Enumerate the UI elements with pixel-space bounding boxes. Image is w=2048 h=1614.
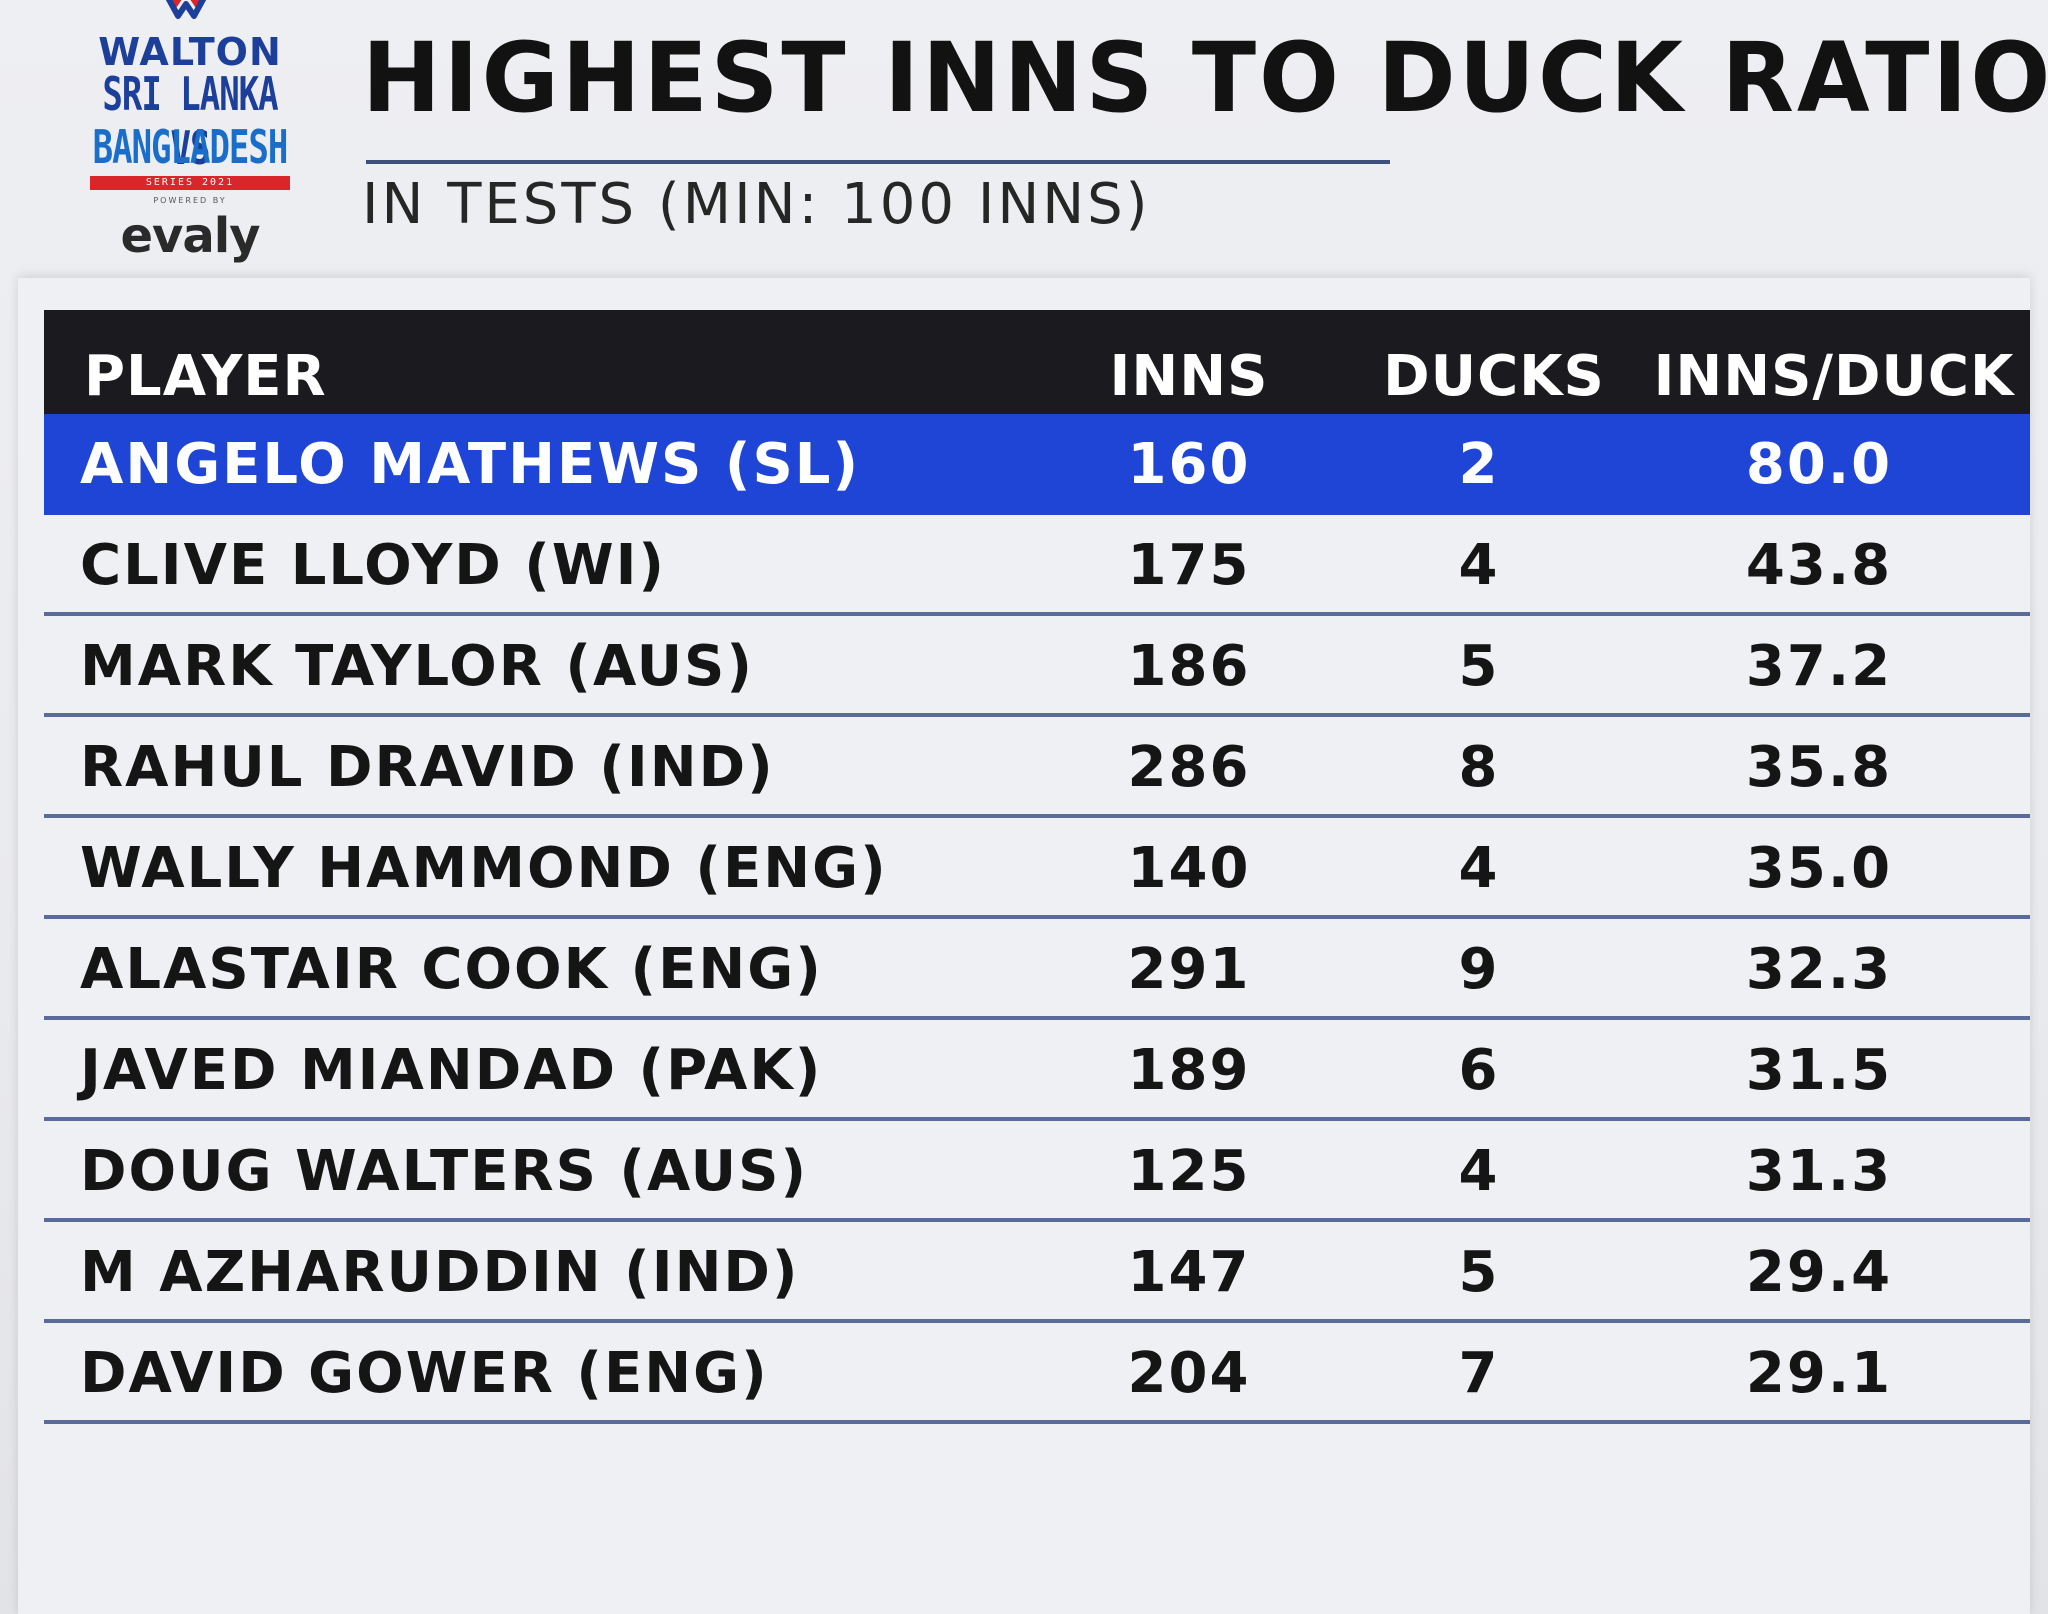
inns-cell: 286: [1127, 735, 1251, 800]
ducks-cell: 2: [1458, 432, 1500, 497]
header-player: PLAYER: [84, 344, 327, 409]
ducks-cell: 4: [1458, 533, 1500, 598]
inns-per-duck-cell: 31.5: [1745, 1038, 1893, 1103]
table-row: JAVED MIANDAD (PAK) 189 6 31.5: [44, 1020, 2030, 1121]
table-row: DAVID GOWER (ENG) 204 7 29.1: [44, 1323, 2030, 1424]
table-row: MARK TAYLOR (AUS) 186 5 37.2: [44, 616, 2030, 717]
stats-table: PLAYER INNS DUCKS INNS/DUCK ANGELO MATHE…: [44, 310, 2030, 1424]
inns-cell: 175: [1127, 533, 1251, 598]
inns-cell: 204: [1127, 1341, 1251, 1406]
inns-per-duck-cell: 80.0: [1745, 432, 1893, 497]
inns-cell: 147: [1127, 1240, 1251, 1305]
player-cell: CLIVE LLOYD (WI): [80, 533, 667, 598]
inns-cell: 186: [1127, 634, 1251, 699]
logo-series-line1: SRI LANKA VS: [102, 68, 278, 176]
inns-per-duck-cell: 35.0: [1745, 836, 1893, 901]
logo-sponsor: evaly: [120, 208, 261, 264]
table-row: CLIVE LLOYD (WI) 175 4 43.8: [44, 515, 2030, 616]
table-header: PLAYER INNS DUCKS INNS/DUCK: [44, 310, 2030, 414]
page-title: HIGHEST INNS TO DUCK RATIO: [362, 22, 2048, 134]
table-row-highlighted: ANGELO MATHEWS (SL) 160 2 80.0: [44, 414, 2030, 515]
ducks-cell: 8: [1458, 735, 1500, 800]
inns-cell: 291: [1127, 937, 1251, 1002]
table-row: RAHUL DRAVID (IND) 286 8 35.8: [44, 717, 2030, 818]
title-divider: [366, 160, 1390, 164]
inns-cell: 160: [1127, 432, 1251, 497]
table-row: WALLY HAMMOND (ENG) 140 4 35.0: [44, 818, 2030, 919]
logo-series-bar: SERIES 2021: [90, 176, 290, 190]
inns-cell: 189: [1127, 1038, 1251, 1103]
header-inns: INNS: [1109, 344, 1269, 409]
ducks-cell: 6: [1458, 1038, 1500, 1103]
ducks-cell: 5: [1458, 1240, 1500, 1305]
ducks-cell: 4: [1458, 1139, 1500, 1204]
player-cell: M AZHARUDDIN (IND): [80, 1240, 800, 1305]
inns-per-duck-cell: 31.3: [1745, 1139, 1893, 1204]
player-cell: RAHUL DRAVID (IND): [80, 735, 775, 800]
page-subtitle: IN TESTS (MIN: 100 INNS): [362, 172, 1151, 237]
table-body: ANGELO MATHEWS (SL) 160 2 80.0 CLIVE LLOYD (…: [44, 414, 2030, 1424]
ducks-cell: 9: [1458, 937, 1500, 1002]
header-inns-per-duck: INNS/DUCK: [1653, 344, 2015, 409]
inns-per-duck-cell: 29.1: [1745, 1341, 1893, 1406]
player-cell: DAVID GOWER (ENG): [80, 1341, 769, 1406]
table-row: M AZHARUDDIN (IND) 147 5 29.4: [44, 1222, 2030, 1323]
player-cell: JAVED MIANDAD (PAK): [80, 1038, 823, 1103]
walton-mark-icon: [165, 0, 207, 19]
player-cell: ALASTAIR COOK (ENG): [80, 937, 823, 1002]
logo-series-line2: BANGLADESH: [92, 121, 289, 175]
inns-cell: 125: [1127, 1139, 1251, 1204]
inns-cell: 140: [1127, 836, 1251, 901]
inns-per-duck-cell: 32.3: [1745, 937, 1893, 1002]
header-ducks: DUCKS: [1383, 344, 1605, 409]
logo-powered-by: POWERED BY: [153, 196, 227, 205]
player-cell: ANGELO MATHEWS (SL): [80, 432, 861, 497]
inns-per-duck-cell: 43.8: [1745, 533, 1893, 598]
table-row: DOUG WALTERS (AUS) 125 4 31.3: [44, 1121, 2030, 1222]
series-logo: WALTON SRI LANKA VS BANGLADESH SERIES 20…: [80, 0, 300, 270]
inns-per-duck-cell: 35.8: [1745, 735, 1893, 800]
ducks-cell: 7: [1458, 1341, 1500, 1406]
inns-per-duck-cell: 29.4: [1745, 1240, 1893, 1305]
player-cell: WALLY HAMMOND (ENG): [80, 836, 888, 901]
inns-per-duck-cell: 37.2: [1745, 634, 1893, 699]
table-row: ALASTAIR COOK (ENG) 291 9 32.3: [44, 919, 2030, 1020]
logo-brand: WALTON: [98, 30, 282, 74]
ducks-cell: 4: [1458, 836, 1500, 901]
ducks-cell: 5: [1458, 634, 1500, 699]
player-cell: DOUG WALTERS (AUS): [80, 1139, 809, 1204]
player-cell: MARK TAYLOR (AUS): [80, 634, 754, 699]
